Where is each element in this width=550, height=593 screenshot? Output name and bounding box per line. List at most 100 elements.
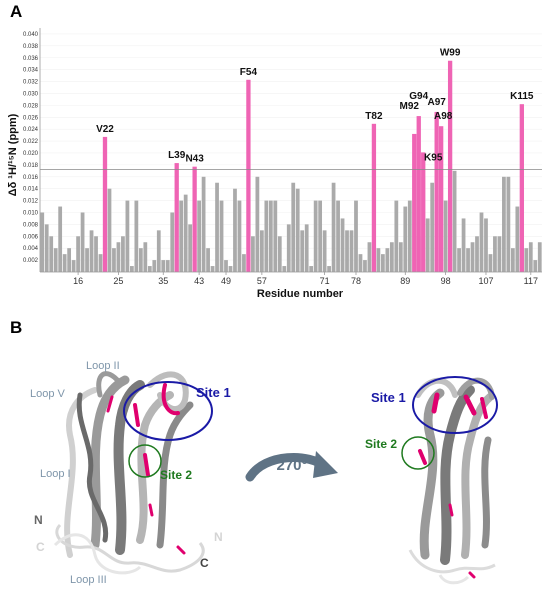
bar-label: W99	[440, 48, 461, 59]
residue-bar	[398, 242, 403, 272]
residue-bar	[179, 200, 184, 272]
residue-bar	[138, 248, 143, 272]
y-tick-label: 0.030	[23, 91, 39, 97]
site-1-circle-left	[123, 381, 213, 441]
residue-bar	[506, 176, 511, 272]
residue-bar	[385, 248, 390, 272]
y-tick-labels: 0.002 0.004 0.006 0.008 0.010 0.012 0.014 0.016…	[23, 32, 39, 264]
loop-ii-label: Loop II	[86, 360, 120, 372]
bar-layer	[40, 170, 542, 272]
residue-bar	[340, 218, 345, 272]
residue-bar	[62, 254, 67, 272]
highlight-bar	[412, 133, 417, 272]
residue-bar	[354, 200, 358, 272]
residue-bar	[206, 248, 210, 272]
residue-bar	[470, 242, 475, 272]
residue-bar	[304, 224, 309, 272]
y-tick-label: 0.040	[23, 32, 39, 38]
protein-structure-figure: Site 1 Site 2 Loop II Loop V Loop I Loop…	[30, 360, 498, 586]
bar-label: G94	[409, 91, 428, 102]
site-2-label-left: Site 2	[160, 468, 192, 482]
residue-bar	[40, 212, 45, 272]
residue-bar	[528, 242, 533, 272]
bar-label: N43	[185, 154, 204, 165]
residue-bar	[394, 200, 399, 272]
residue-bar	[430, 182, 435, 272]
bar-label: F54	[240, 67, 258, 78]
residue-bar	[381, 254, 385, 272]
residue-bar	[461, 218, 466, 272]
residue-bar	[44, 224, 49, 272]
residue-bar	[475, 236, 479, 272]
highlight-bar	[102, 136, 108, 272]
bar-label: K95	[424, 152, 443, 163]
y-tick-label: 0.014	[23, 187, 39, 193]
residue-bar	[349, 230, 354, 272]
y-tick-label: 0.002	[23, 258, 39, 264]
residue-bar	[165, 260, 170, 272]
y-tick-label: 0.008	[23, 222, 39, 228]
residue-bar	[282, 266, 287, 272]
residue-bar	[268, 200, 273, 272]
residue-bar	[233, 188, 237, 272]
highlight-bar	[434, 111, 439, 272]
residue-bar	[112, 248, 116, 272]
residue-bar	[156, 230, 161, 272]
highlight-bar	[447, 60, 453, 273]
residue-bar	[251, 236, 255, 272]
residue-bar	[295, 188, 300, 272]
residue-bar	[309, 266, 314, 272]
rotation-angle-label: 270°	[276, 457, 307, 474]
residue-bar	[291, 182, 296, 272]
residue-bar	[224, 260, 228, 272]
y-axis-title: Δδ ¹H/¹⁵N (ppm)	[7, 113, 19, 196]
residue-bar	[336, 200, 340, 272]
bar-label: M92	[400, 101, 420, 112]
rotation-arrow-icon	[245, 451, 338, 482]
residue-bar	[502, 176, 506, 272]
residue-bar	[443, 200, 448, 272]
x-axis-title: Residue number	[257, 288, 344, 300]
residue-bar	[242, 254, 246, 272]
bar-label: A97	[427, 97, 446, 108]
bar-label: T82	[365, 111, 383, 122]
residue-bar	[210, 266, 215, 272]
residue-bar	[94, 236, 98, 272]
residue-bar	[215, 182, 219, 272]
residue-bar	[76, 236, 80, 272]
residue-bar	[58, 206, 63, 272]
residue-bar	[89, 230, 94, 272]
residue-bar	[537, 242, 542, 272]
residue-bar	[479, 212, 484, 272]
residue-bar	[407, 200, 412, 272]
x-tick-label: 107	[478, 276, 493, 286]
residue-bar	[363, 260, 367, 272]
residue-bar	[255, 176, 260, 272]
y-tick-label: 0.038	[23, 44, 39, 50]
highlight-bar	[519, 104, 524, 272]
loop-iii-label: Loop III	[70, 574, 107, 586]
x-tick-label: 35	[158, 276, 168, 286]
chart-grid	[40, 33, 542, 261]
residue-bar	[71, 260, 76, 272]
highlight-bar	[439, 126, 444, 272]
residue-bar	[358, 254, 363, 272]
x-tick-label: 49	[221, 276, 231, 286]
residue-bar	[425, 218, 430, 272]
y-tick-label: 0.032	[23, 80, 39, 86]
highlight-bar	[416, 116, 421, 272]
residue-bar	[125, 200, 130, 272]
residue-bar	[130, 266, 134, 272]
y-tick-label: 0.028	[23, 103, 39, 109]
loop-i-label: Loop I	[40, 468, 71, 480]
y-tick-label: 0.026	[23, 115, 39, 121]
residue-bar	[161, 260, 166, 272]
residue-bar	[107, 188, 112, 272]
residue-bar	[484, 218, 488, 272]
residue-bar	[452, 170, 457, 272]
highlight-bar	[174, 163, 179, 272]
residue-bar	[85, 248, 89, 272]
residue-bar	[313, 200, 318, 272]
n-terminus-label-ghost: N	[214, 530, 223, 544]
